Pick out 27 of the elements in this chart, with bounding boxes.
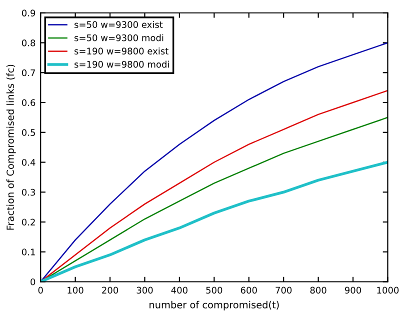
x-tick-label: 600 <box>240 286 257 294</box>
x-axis-title: number of compromised(t) <box>150 300 279 310</box>
x-tick-label: 800 <box>310 286 326 294</box>
x-tick-label: 300 <box>136 286 153 294</box>
y-tick-label: 0.3 <box>22 188 36 196</box>
x-tick-label: 700 <box>276 286 292 294</box>
legend-label: s=190 w=9800 modi <box>74 60 169 68</box>
legend-label: s=50 w=9300 modi <box>74 34 164 42</box>
x-tick-label: 100 <box>68 286 84 294</box>
y-tick-label: 0 <box>30 278 36 286</box>
y-tick-label: 0.5 <box>22 129 35 136</box>
x-tick-label: 200 <box>102 286 118 294</box>
y-tick-label: 0.2 <box>22 218 35 226</box>
y-tick-label: 0.8 <box>22 39 36 46</box>
y-tick-label: 0.9 <box>22 10 36 16</box>
legend-label: s=190 w=9800 exist <box>74 48 168 54</box>
x-tick-label: 0 <box>38 286 43 294</box>
x-tick-label: 900 <box>344 286 362 294</box>
y-tick-label: 0.1 <box>22 248 35 256</box>
x-tick-label: 400 <box>171 286 188 294</box>
y-tick-label: 0.6 <box>22 99 36 106</box>
y-axis-title: Fraction of Compromised links (fc) <box>6 64 16 230</box>
y-tick-label: 0.4 <box>22 158 36 166</box>
x-tick-label: 500 <box>206 286 222 294</box>
y-tick-label: 0.7 <box>22 69 35 76</box>
legend-label: s=50 w=9300 exist <box>74 21 163 28</box>
x-tick-label: 1000 <box>377 286 399 294</box>
